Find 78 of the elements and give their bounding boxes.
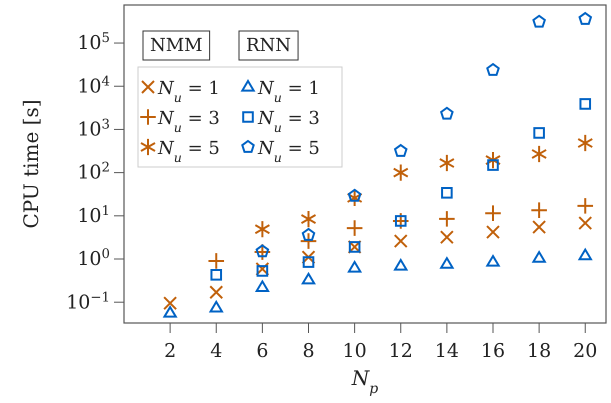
point [440,257,454,269]
point [532,220,546,234]
point [302,250,316,264]
point [484,204,502,222]
legend-label: N$_{u}$ = 3 [157,108,220,134]
y-tick-label: 10$^{5}$ [77,30,110,54]
point [209,285,224,300]
y-tick-label: 10$^{−1}$ [66,290,110,314]
point [530,201,548,219]
point [346,219,364,237]
point [207,252,226,270]
point [487,159,499,171]
point [484,150,502,170]
point [348,188,362,202]
point [163,296,178,310]
point [486,63,500,76]
point [486,255,500,267]
y-tick-label: 10$^{4}$ [77,74,110,98]
point [394,258,408,271]
point [579,98,592,110]
x-axis-title: N$_{p}$ [350,366,378,397]
x-tick-label: 6 [256,340,268,362]
x-tick-label: 2 [164,340,176,362]
point [438,210,456,228]
annotation: RNN [246,35,292,56]
legend-label: N$_{u}$ = 5 [257,138,320,164]
x-tick-label: 10 [342,340,367,362]
point [210,269,222,281]
point [392,212,410,230]
point [438,154,455,172]
point [531,144,548,164]
legend-label: N$_{u}$ = 1 [257,78,320,104]
point [302,256,314,268]
x-tick-label: 20 [573,340,598,362]
y-axis-title: CPU time [s] [19,99,43,229]
point [255,262,270,276]
annotation: NMM [150,35,203,56]
x-tick-label: 16 [480,340,506,362]
point [441,187,453,199]
y-tick-label: 10$^{3}$ [77,117,110,141]
x-tick-label: 8 [302,340,315,362]
point [394,215,407,227]
point [254,220,270,238]
point [533,127,545,139]
y-tick-label: 10$^{0}$ [77,246,110,270]
point [440,106,454,120]
point [300,232,318,250]
point [254,243,272,261]
point [578,12,592,25]
legend-label: N$_{u}$ = 1 [157,78,220,104]
x-tick-label: 18 [527,340,552,362]
point [256,265,268,277]
legend-label: N$_{u}$ = 5 [157,138,220,164]
point [578,248,592,260]
point [394,234,408,248]
point [300,210,317,228]
point [486,225,500,240]
legend-label: N$_{u}$ = 3 [257,108,320,134]
point [394,144,408,157]
x-tick-label: 4 [210,340,222,362]
point [392,164,409,182]
point [440,230,454,244]
x-tick-label: 12 [388,340,413,362]
point [577,134,594,152]
y-tick-label: 10$^{1}$ [77,203,110,227]
point [210,300,223,312]
x-tick-label: 14 [434,340,459,362]
point [576,197,594,215]
point [348,260,362,273]
y-tick-label: 10$^{2}$ [77,160,110,184]
point [302,228,316,241]
point [256,280,270,292]
point [302,272,316,284]
point [578,216,592,230]
point [532,14,546,28]
point [256,244,270,258]
point [532,251,546,263]
point [163,306,177,318]
